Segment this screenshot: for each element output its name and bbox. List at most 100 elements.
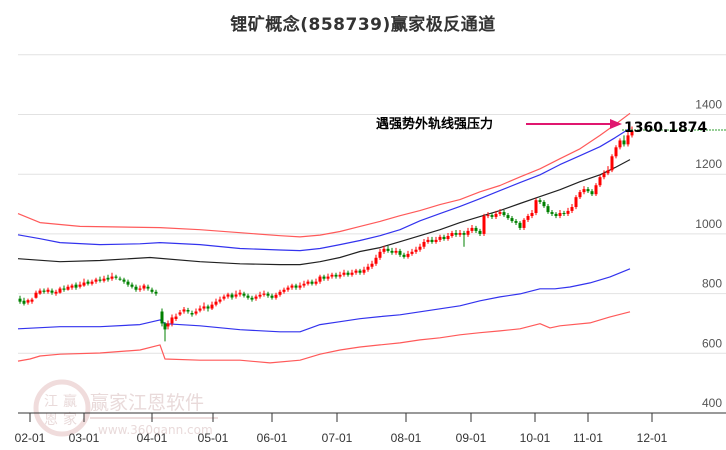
candle (562, 213, 566, 215)
resistance-annotation: 遇强势外轨线强压力 1360.1874 (376, 116, 726, 136)
candle (70, 285, 74, 288)
y-tick-label: 1400 (695, 98, 722, 112)
candle (418, 246, 422, 250)
candle (526, 215, 530, 220)
channel-line-outer_lower (17, 311, 631, 364)
candle (574, 197, 578, 208)
candle (310, 281, 314, 284)
watermark-url: www.360gann.com (98, 423, 213, 437)
candle (134, 286, 138, 290)
candle (266, 293, 270, 296)
candle (558, 213, 562, 216)
candle (450, 233, 454, 236)
candle (542, 201, 546, 207)
candle (250, 297, 254, 300)
candle (614, 147, 618, 157)
candle (438, 236, 442, 240)
candle (378, 251, 382, 258)
candle (118, 278, 122, 280)
candle (490, 215, 494, 217)
x-tick-label: 10-01 (520, 431, 551, 445)
candle (334, 274, 338, 277)
channel-line-outer_upper (17, 112, 631, 238)
candle (598, 177, 602, 186)
candle (258, 294, 262, 297)
y-tick-label: 1200 (695, 157, 722, 171)
candle (82, 282, 86, 286)
candle (430, 239, 434, 242)
candle (518, 222, 522, 228)
y-tick-label: 600 (702, 336, 722, 350)
candle (462, 233, 466, 235)
candle (394, 250, 398, 253)
candle (582, 189, 586, 193)
candle (386, 248, 390, 251)
candle (238, 292, 242, 295)
candle (322, 276, 326, 279)
x-tick-label: 02-01 (15, 431, 46, 445)
candle (482, 215, 486, 234)
candle (326, 276, 330, 279)
candle (286, 287, 290, 290)
candle (58, 288, 62, 293)
candle (498, 212, 502, 214)
candle (422, 241, 426, 247)
candle (22, 300, 26, 304)
candle (502, 212, 506, 216)
candle (510, 218, 514, 222)
candle (182, 309, 186, 312)
chart-title: 锂矿概念(858739)赢家极反通道 (230, 15, 496, 35)
candle (78, 284, 82, 287)
candle (458, 233, 462, 235)
channel-lines (17, 112, 631, 364)
y-tick-label: 800 (702, 277, 722, 291)
candle (194, 311, 198, 314)
x-tick-label: 04-01 (137, 431, 168, 445)
candle (358, 270, 362, 273)
candle (530, 213, 534, 216)
candle (278, 291, 282, 295)
watermark-logo-icon (33, 379, 91, 437)
watermark: 江赢恩 家赢家江恩软件 www.360gann.com (33, 379, 218, 437)
annotation-label: 遇强势外轨线强压力 (376, 116, 493, 132)
candle (166, 323, 170, 327)
x-tick-label: 03-01 (69, 431, 100, 445)
candle (294, 285, 298, 288)
y-tick-label: 400 (702, 396, 722, 410)
candle (214, 301, 218, 305)
candle (142, 285, 146, 289)
candle (618, 140, 622, 148)
channel-line-middle (17, 159, 631, 266)
x-tick-label: 09-01 (456, 431, 487, 445)
candle (114, 276, 118, 278)
candle (610, 156, 614, 171)
candle (254, 296, 258, 299)
candle (298, 285, 302, 288)
candle (622, 140, 626, 145)
candle (390, 250, 394, 253)
candle (546, 206, 550, 213)
candle (626, 135, 630, 145)
candle (602, 173, 606, 178)
x-tick-label: 08-01 (391, 431, 422, 445)
candle (170, 317, 174, 324)
candle (74, 284, 78, 288)
candle (318, 276, 322, 282)
candle (402, 254, 406, 257)
candle (50, 290, 54, 293)
candle (370, 263, 374, 267)
candle (354, 270, 358, 273)
candle (190, 313, 194, 315)
watermark-logo-char: 恩 (44, 412, 58, 428)
candle (606, 170, 610, 174)
candle (550, 212, 554, 214)
candle (346, 272, 350, 275)
y-axis: 400 600 800 1000 1200 1400 (695, 98, 722, 411)
candle (98, 279, 102, 281)
candle (262, 293, 266, 295)
candle (442, 236, 446, 239)
x-tick-label: 06-01 (257, 431, 288, 445)
candle (290, 285, 294, 288)
candle (154, 291, 158, 294)
